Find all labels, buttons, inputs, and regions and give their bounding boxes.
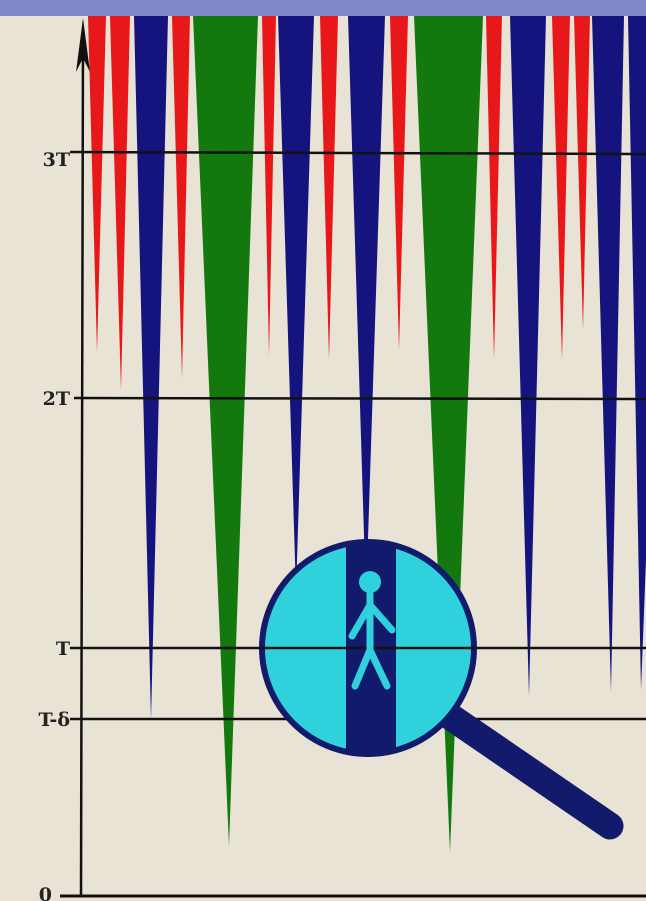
red-spike-4 (262, 16, 276, 356)
red-spike-2 (110, 16, 130, 390)
blue-spike-4 (510, 16, 546, 696)
y-axis (79, 34, 85, 897)
red-spike-8 (552, 16, 570, 360)
green-spike-1 (193, 16, 258, 846)
red-spike-5 (320, 16, 338, 360)
level-line-2t (73, 396, 646, 401)
magnifier-handle (434, 701, 624, 840)
red-spike-7 (486, 16, 502, 360)
y-label-3t: 3T (43, 149, 70, 171)
blue-spike-3 (348, 16, 385, 600)
blue-spike-6 (628, 16, 646, 690)
red-spike-6 (390, 16, 408, 350)
y-label-2t: 2T (43, 388, 70, 410)
blue-spike-5 (592, 16, 624, 692)
red-spike-9 (574, 16, 590, 330)
red-spike-3 (172, 16, 190, 378)
blue-spike-1 (134, 16, 168, 720)
red-spike-1 (88, 16, 106, 352)
level-line-3t (69, 150, 646, 156)
y-label-t-delta: T-δ (38, 709, 70, 731)
green-spike-2 (414, 16, 483, 852)
y-label-zero: 0 (39, 884, 52, 901)
top-band (0, 0, 646, 16)
y-axis-arrow-icon (76, 18, 90, 72)
person-icon (348, 571, 396, 690)
y-label-t: T (56, 638, 70, 660)
blue-spike-2 (278, 16, 314, 592)
